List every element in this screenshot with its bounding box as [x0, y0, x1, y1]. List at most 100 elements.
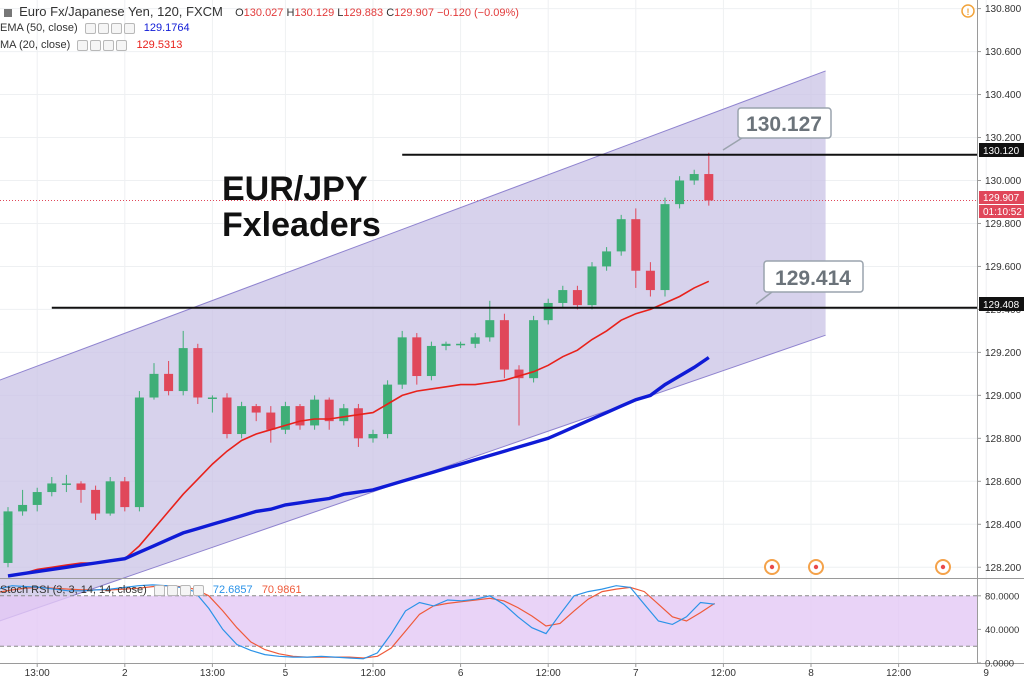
- ema-legend[interactable]: EMA (50, close) 129.1764: [0, 22, 190, 34]
- event-marker-dot: [769, 564, 775, 570]
- candle-body: [105, 481, 115, 514]
- candle-body: [295, 406, 305, 426]
- stoch-k-value: 72.6857: [212, 584, 253, 596]
- svg-text:130.120: 130.120: [983, 146, 1020, 157]
- callout-high-label: 130.127: [746, 113, 822, 136]
- event-markers[interactable]: [764, 559, 951, 575]
- stoch-legend-label: Stoch RSI (3, 3, 14, 14, close): [0, 584, 147, 596]
- support-price-tag: 129.408: [979, 297, 1024, 311]
- time-tick-label: 9: [983, 668, 989, 679]
- candle-body: [441, 343, 451, 346]
- candle-body: [280, 406, 290, 430]
- last-price-tag: 129.907 01:10:52: [979, 191, 1024, 218]
- ma-legend-value: 129.5313: [136, 39, 183, 51]
- candle-body: [32, 492, 42, 505]
- price-tick-label: 129.600: [985, 262, 1022, 273]
- stoch-band: [0, 595, 977, 647]
- candle-body: [558, 290, 568, 303]
- candle-body: [383, 384, 393, 435]
- collapse-icon[interactable]: [4, 9, 12, 18]
- symbol-header[interactable]: Euro Fx/Japanese Yen, 120, FXCM O130.027…: [0, 4, 519, 19]
- stoch-d-line: [0, 585, 715, 659]
- candle-body: [324, 399, 334, 422]
- candle-body: [397, 337, 407, 385]
- time-tick-label: 12:00: [536, 668, 561, 679]
- candle-body: [616, 219, 626, 252]
- candle-body: [587, 266, 597, 306]
- candle-body: [178, 348, 188, 392]
- svg-text:129.907: 129.907: [983, 193, 1020, 204]
- candle-body: [47, 483, 57, 493]
- price-tick-label: 129.200: [985, 348, 1022, 359]
- candle-body: [353, 408, 363, 439]
- ema-legend-label: EMA (50, close): [0, 22, 78, 34]
- ma-legend[interactable]: MA (20, close) 129.5313: [0, 39, 182, 51]
- ema-legend-value: 129.1764: [143, 22, 190, 34]
- price-tick-label: 128.400: [985, 520, 1022, 531]
- candle-body: [120, 481, 130, 508]
- candle-body: [456, 343, 466, 346]
- candle-body: [529, 320, 539, 379]
- stoch-axis[interactable]: 80.0000 40.0000 0.0000: [977, 591, 1019, 670]
- callout-high-box[interactable]: [737, 107, 832, 139]
- time-tick-label: 2: [122, 668, 128, 679]
- candle-body: [514, 369, 524, 379]
- time-tick-label: 12:00: [886, 668, 911, 679]
- candle-body: [470, 337, 480, 344]
- ma-legend-label: MA (20, close): [0, 39, 71, 51]
- stoch-tick-label: 80.0000: [985, 591, 1019, 602]
- ohlc-high: H130.129: [286, 7, 335, 19]
- ohlc-change: −0.120 (−0.09%): [437, 7, 519, 19]
- event-marker-dot: [813, 564, 819, 570]
- ohlc-open: O130.027: [235, 7, 284, 19]
- stoch-legend[interactable]: Stoch RSI (3, 3, 14, 14, close) 72.6857 …: [0, 584, 302, 596]
- event-marker-dot: [940, 564, 946, 570]
- candle-body: [164, 373, 174, 392]
- price-tick-label: 130.600: [985, 47, 1022, 58]
- stoch-tick-label: 0.0000: [985, 659, 1014, 670]
- callout-low-box[interactable]: [763, 260, 864, 293]
- time-tick-label: 13:00: [200, 668, 225, 679]
- stoch-tick-label: 40.0000: [985, 625, 1019, 636]
- candle-body: [266, 412, 276, 430]
- callout-high-pointer: [722, 137, 743, 151]
- time-tick-label: 12:00: [711, 668, 736, 679]
- callout-low-pointer: [755, 291, 773, 305]
- candle-body: [91, 489, 101, 514]
- alert-icon[interactable]: [961, 4, 975, 18]
- price-tick-label: 130.400: [985, 90, 1022, 101]
- candle-body: [412, 337, 422, 377]
- candle-body: [149, 373, 159, 398]
- time-tick-label: 7: [633, 668, 639, 679]
- candle-body: [543, 302, 553, 321]
- symbol-title: Euro Fx/Japanese Yen, 120, FXCM: [19, 4, 223, 19]
- candle-body: [645, 270, 655, 291]
- candle-body: [18, 504, 28, 512]
- candle-body: [237, 406, 247, 435]
- time-tick-label: 6: [458, 668, 464, 679]
- candle-body: [61, 483, 71, 485]
- candle-body: [572, 290, 582, 306]
- candle-body: [193, 348, 203, 398]
- price-tick-label: 128.600: [985, 477, 1022, 488]
- time-axis[interactable]: 13:00 2 13:00 5 12:00 6 12:00 7 12:00 8 12:00 9: [25, 663, 990, 679]
- ohlc-close: C129.907: [386, 7, 434, 19]
- candle-body: [704, 174, 714, 201]
- candle-body: [675, 180, 685, 205]
- candle-body: [222, 397, 232, 435]
- candle-body: [485, 320, 495, 338]
- price-axis[interactable]: 130.800 130.600 130.400 130.200 130.000 129.8…: [977, 4, 1022, 574]
- ohlc-low: L129.883: [337, 7, 384, 19]
- stoch-legend-buttons[interactable]: [153, 584, 206, 596]
- ma-legend-buttons[interactable]: [77, 39, 129, 51]
- stoch-k-line: [0, 584, 715, 660]
- candle-body: [310, 399, 320, 426]
- candle-body: [368, 434, 378, 439]
- candle-body: [134, 397, 144, 508]
- time-tick-label: 8: [808, 668, 814, 679]
- channel-upper-line: [0, 70, 826, 381]
- ema-legend-buttons[interactable]: [84, 22, 137, 34]
- chart-title-line1: EUR/JPY: [222, 170, 368, 208]
- price-tick-label: 129.000: [985, 391, 1022, 402]
